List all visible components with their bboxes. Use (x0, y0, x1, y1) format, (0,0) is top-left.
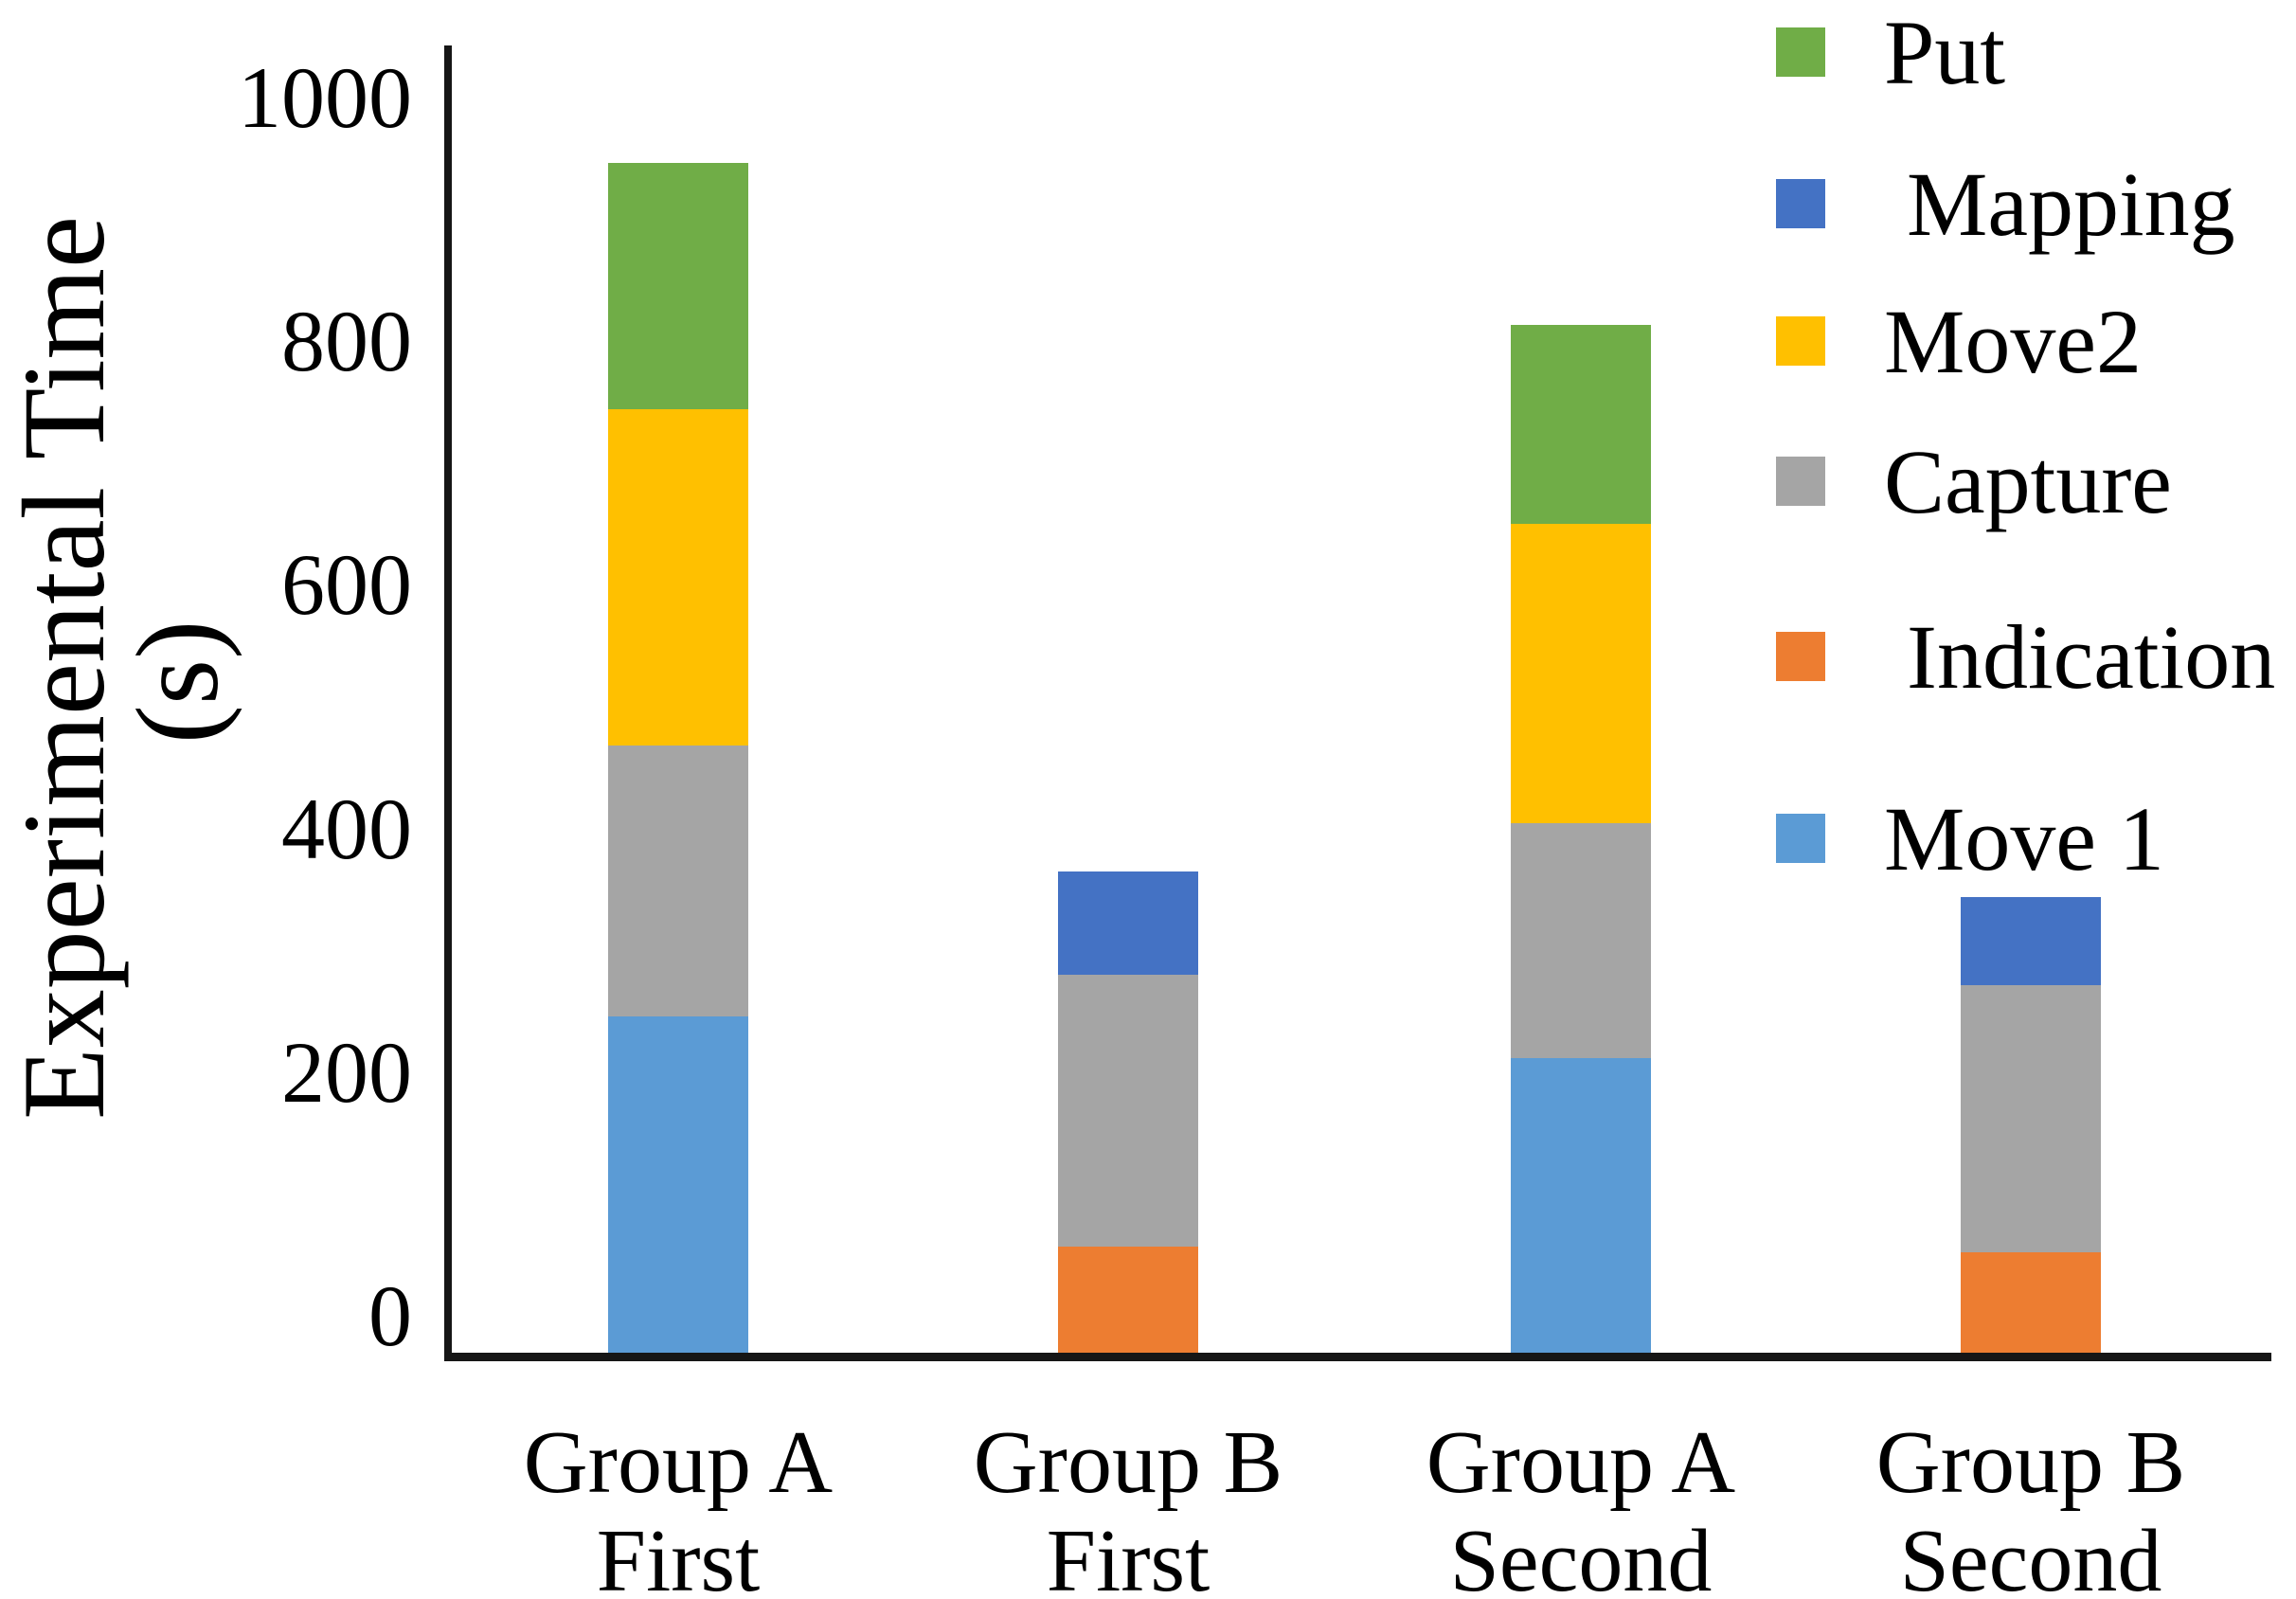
legend-swatch-put (1776, 27, 1825, 77)
bar-segment-put (608, 163, 748, 409)
bar-segment-indication (1961, 1252, 2101, 1357)
y-tick-label: 200 (281, 1023, 412, 1121)
legend-swatch-move1 (1776, 814, 1825, 863)
y-tick-label: 1000 (238, 48, 412, 146)
category-label-line1: Group B (973, 1413, 1283, 1512)
category-label: Group A Second (1297, 1413, 1865, 1599)
legend-row-move2: Move2 (1776, 289, 2142, 393)
y-tick-label: 0 (368, 1267, 412, 1364)
category-label-line2: Second (1899, 1512, 2162, 1599)
bar-segment-move2 (608, 409, 748, 746)
category-label-line1: Group A (1426, 1413, 1736, 1512)
category-label: Group B First (844, 1413, 1412, 1599)
legend-swatch-move2 (1776, 316, 1825, 366)
legend-label-move1: Move 1 (1884, 787, 2164, 889)
bar-segment-move1 (608, 1016, 748, 1357)
legend-row-indication: Indication (1776, 604, 2275, 709)
legend-label-indication: Indication (1884, 605, 2276, 708)
category-label-line1: Group B (1875, 1413, 2186, 1512)
bar-segment-mapping (1961, 897, 2101, 985)
bar-segment-indication (1058, 1247, 1198, 1357)
legend-swatch-capture (1776, 457, 1825, 506)
bar-segment-capture (608, 746, 748, 1016)
bar-group-b-first (1058, 871, 1198, 1357)
bar-segment-mapping (1058, 871, 1198, 975)
legend-label-capture: Capture (1884, 430, 2172, 532)
x-axis-line (444, 1353, 2271, 1361)
bar-group-a-second (1511, 325, 1651, 1357)
bar-segment-capture (1511, 823, 1651, 1058)
bar-segment-put (1511, 325, 1651, 524)
legend-row-mapping: Mapping (1776, 152, 2235, 256)
legend-row-move1: Move 1 (1776, 786, 2164, 890)
category-label-line2: First (596, 1512, 761, 1599)
category-label-line2: First (1046, 1512, 1211, 1599)
y-axis-line (444, 45, 452, 1361)
bar-segment-move2 (1511, 524, 1651, 823)
bar-group-a-first (608, 163, 748, 1357)
y-tick-label: 800 (281, 293, 412, 390)
bar-segment-capture (1961, 985, 2101, 1252)
legend-label-move2: Move2 (1884, 290, 2142, 392)
category-label: Group B Second (1747, 1413, 2296, 1599)
y-tick-label: 400 (281, 780, 412, 877)
category-label: Group A First (394, 1413, 962, 1599)
y-tick-label: 600 (281, 536, 412, 634)
legend-row-capture: Capture (1776, 429, 2172, 533)
legend-label-mapping: Mapping (1884, 153, 2235, 255)
bar-segment-capture (1058, 975, 1198, 1247)
legend-swatch-mapping (1776, 179, 1825, 228)
category-label-line1: Group A (523, 1413, 834, 1512)
legend-swatch-indication (1776, 632, 1825, 681)
bar-segment-move1 (1511, 1058, 1651, 1357)
bar-group-b-second (1961, 897, 2101, 1357)
category-label-line2: Second (1449, 1512, 1713, 1599)
legend-label-put: Put (1884, 1, 2006, 103)
legend-row-put: Put (1776, 0, 2005, 104)
